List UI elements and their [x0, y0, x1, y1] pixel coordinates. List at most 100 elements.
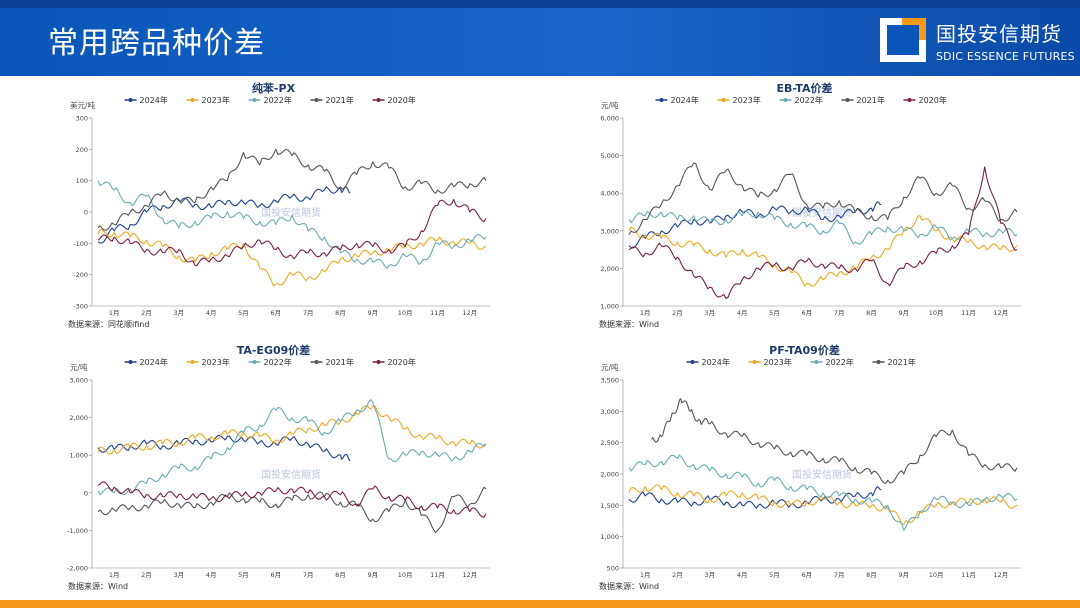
header-bar: 常用跨品种价差 国投安信期货 SDIC ESSENCE FUTURES	[0, 0, 1080, 76]
series-line	[97, 180, 487, 270]
y-tick-label: 1,500	[600, 502, 619, 510]
y-tick-label: -200	[73, 271, 88, 279]
watermark-text: 国投安信期货	[261, 468, 321, 481]
legend-marker	[690, 360, 695, 364]
series-line	[97, 148, 487, 231]
y-tick-label: 100	[76, 177, 88, 185]
page-title: 常用跨品种价差	[48, 26, 265, 61]
y-tick-label: 2,000	[69, 414, 88, 422]
y-tick-label: -2,000	[67, 565, 88, 573]
legend-marker	[190, 98, 195, 102]
legend-item: 2024年	[124, 95, 168, 105]
legend-label: 2023年	[202, 95, 230, 105]
series-line	[628, 215, 1018, 287]
legend-label: 2020年	[919, 95, 947, 105]
x-tick-label: 4月	[737, 571, 748, 579]
data-source-note: 数据来源：Wind	[599, 581, 659, 591]
legend-marker	[376, 360, 381, 364]
series-line	[97, 186, 351, 244]
series-line	[97, 229, 487, 287]
legend-item: 2021年	[310, 357, 354, 367]
legend-marker	[845, 98, 850, 102]
series-line	[97, 486, 487, 534]
y-tick-label: 300	[76, 115, 88, 123]
legend-item: 2021年	[872, 357, 916, 367]
chart-title: PF-TA09价差	[769, 343, 840, 357]
legend-label: 2022年	[826, 357, 854, 367]
sdic-logo-icon	[880, 18, 926, 62]
legend-item: 2023年	[186, 95, 230, 105]
series-line	[628, 162, 1018, 235]
x-tick-label: 11月	[961, 571, 976, 579]
y-tick-label: 1,000	[69, 452, 88, 460]
y-tick-label: -300	[73, 303, 88, 311]
header-top-stripe	[0, 0, 1080, 8]
legend-item: 2022年	[248, 95, 292, 105]
legend-label: 2023年	[202, 357, 230, 367]
x-tick-label: 6月	[271, 571, 282, 579]
x-tick-label: 5月	[238, 571, 249, 579]
y-axis-unit: 元/吨	[70, 362, 88, 372]
y-tick-label: 2,000	[600, 265, 619, 273]
x-tick-label: 9月	[899, 571, 910, 579]
legend-label: 2024年	[140, 357, 168, 367]
data-source-note: 数据来源：Wind	[599, 319, 659, 329]
x-tick-label: 3月	[705, 571, 716, 579]
x-tick-label: 2月	[672, 309, 683, 317]
series-line	[97, 405, 487, 455]
legend-marker	[376, 98, 381, 102]
legend-item: 2024年	[686, 357, 730, 367]
legend-item: 2024年	[655, 95, 699, 105]
legend-label: 2022年	[264, 95, 292, 105]
legend-marker	[783, 98, 788, 102]
x-tick-label: 10月	[398, 571, 413, 579]
x-tick-label: 10月	[398, 309, 413, 317]
watermark-text: 国投安信期货	[792, 468, 852, 481]
legend-item: 2020年	[372, 95, 416, 105]
series-line	[628, 454, 1018, 531]
x-tick-label: 8月	[866, 309, 877, 317]
series-line	[97, 399, 487, 496]
x-tick-label: 5月	[238, 309, 249, 317]
chart-panel-ta-eg09: TA-EG09价差 2024年 2023年 2022年 2021年 2020年 元/吨 3,0…	[42, 342, 505, 594]
y-tick-label: 200	[76, 146, 88, 154]
x-tick-label: 11月	[430, 309, 445, 317]
legend-marker	[190, 360, 195, 364]
x-tick-label: 1月	[109, 571, 120, 579]
x-tick-label: 3月	[174, 571, 185, 579]
chart-title: 纯苯-PX	[252, 81, 296, 95]
series-line	[97, 481, 487, 518]
legend-item: 2020年	[372, 357, 416, 367]
legend-marker	[314, 360, 319, 364]
x-tick-label: 3月	[705, 309, 716, 317]
y-tick-label: -100	[73, 240, 88, 248]
legend-marker	[752, 360, 757, 364]
series-line	[97, 434, 351, 462]
chart-panel-benzene-px: 纯苯-PX 2024年 2023年 2022年 2021年 2020年 美元/吨 300 200…	[42, 80, 505, 332]
legend-marker	[128, 98, 133, 102]
legend-item: 2023年	[748, 357, 792, 367]
legend-label: 2024年	[671, 95, 699, 105]
y-tick-label: 6,000	[600, 115, 619, 123]
x-tick-label: 1月	[640, 309, 651, 317]
y-tick-label: 500	[607, 565, 619, 573]
y-tick-label: 1,000	[600, 303, 619, 311]
legend-item: 2020年	[903, 95, 947, 105]
y-tick-label: 3,000	[600, 408, 619, 416]
y-tick-label: 2,000	[600, 471, 619, 479]
y-tick-label: 0	[84, 209, 88, 217]
legend-item: 2023年	[186, 357, 230, 367]
x-tick-label: 4月	[206, 309, 217, 317]
y-tick-label: 3,000	[69, 377, 88, 385]
x-tick-label: 7月	[834, 309, 845, 317]
x-tick-label: 3月	[174, 309, 185, 317]
legend-marker	[128, 360, 133, 364]
x-tick-label: 1月	[640, 571, 651, 579]
legend-item: 2021年	[841, 95, 885, 105]
x-tick-label: 2月	[141, 571, 152, 579]
legend-item: 2021年	[310, 95, 354, 105]
y-tick-label: 4,000	[600, 190, 619, 198]
x-tick-label: 7月	[303, 571, 314, 579]
